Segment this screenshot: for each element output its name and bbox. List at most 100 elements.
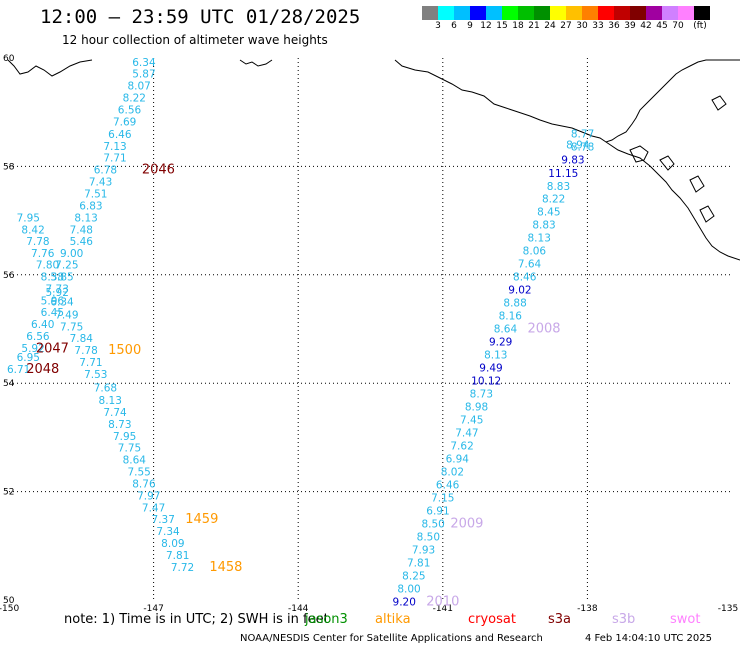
wave-height-value: 8.09: [161, 538, 184, 550]
wave-height-value: 8.25: [402, 571, 425, 583]
footer-note: note: 1) Time is in UTC; 2) SWH is in fe…: [64, 612, 329, 627]
page-title: 12:00 – 23:59 UTC 01/28/2025: [40, 6, 361, 28]
coastline-alaska: [394, 59, 740, 143]
wave-height-value: 8.64: [494, 323, 518, 335]
colorbar-tick-label: 33: [592, 21, 604, 31]
wave-height-value: 7.84: [70, 333, 94, 345]
wave-height-value: 7.74: [103, 407, 127, 419]
legend-item-swot: swot: [670, 612, 701, 627]
wave-height-value: 7.13: [103, 141, 126, 153]
wave-height-value: 5.96: [41, 295, 65, 307]
pass-time-label: 2009: [450, 517, 483, 532]
coastline-panhandle: [605, 141, 740, 261]
wave-height-value: 8.38: [41, 271, 64, 283]
wave-height-value: 7.45: [460, 415, 483, 427]
colorbar-tick-label: 18: [512, 21, 524, 31]
wave-height-value: 8.46: [513, 271, 537, 283]
colorbar-swatch: [486, 6, 502, 20]
page-subtitle: 12 hour collection of altimeter wave hei…: [62, 33, 328, 47]
wave-height-value: 7.64: [518, 258, 542, 270]
lat-tick-label: 52: [3, 488, 14, 498]
legend-item-s3a: s3a: [548, 612, 572, 627]
coastline: [7, 59, 740, 261]
wave-height-value: 6.46: [436, 480, 460, 492]
wave-height-value: 7.75: [118, 443, 141, 455]
wave-height-value: 9.49: [479, 362, 502, 374]
colorbar-tick-label: 42: [640, 21, 652, 31]
colorbar-tick-label: 39: [624, 21, 636, 31]
wave-height-value: 7.75: [60, 321, 83, 333]
colorbar-tick-label: 45: [656, 21, 668, 31]
wave-height-value: 6.71: [7, 364, 30, 376]
colorbar-labels: 3 6 9 12 15 18 21 24 27 30 33 36 39 42 45 70 (ft): [422, 21, 740, 33]
wave-height-value: 8.88: [503, 297, 526, 309]
wave-height-value: 5.92: [21, 343, 44, 355]
lon-tick-label: -147: [143, 604, 163, 614]
colorbar-swatch: [438, 6, 454, 20]
colorbar-swatch: [598, 6, 614, 20]
colorbar-swatch: [630, 6, 646, 20]
wave-height-value: 7.49: [55, 309, 78, 321]
wave-height-value: 8.13: [74, 212, 97, 224]
coastline-prince-william: [239, 59, 273, 67]
wave-height-value: 8.83: [532, 219, 555, 231]
wave-height-value: 7.47: [142, 502, 165, 514]
wave-height-value: 8.22: [542, 193, 565, 205]
wave-height-value: 8.98: [465, 402, 488, 414]
wave-height-value: 6.40: [31, 319, 54, 331]
colorbar-swatch: [646, 6, 662, 20]
wave-height-value: 8.16: [499, 310, 523, 322]
legend-item-cryosat: cryosat: [468, 612, 516, 627]
lon-tick-label: -135: [718, 604, 738, 614]
colorbar-tick-label: 12: [480, 21, 492, 31]
wave-height-value: 6.34: [132, 57, 156, 69]
wave-height-value: 7.95: [17, 212, 40, 224]
wave-height-value: 7.47: [455, 428, 478, 440]
wave-height-value: 8.13: [528, 232, 551, 244]
colorbar-tick-label: 9: [467, 21, 473, 31]
lat-tick-label: 58: [3, 162, 15, 172]
coastline-islands: [629, 95, 727, 223]
colorbar: [422, 6, 710, 20]
wave-height-value: 8.73: [470, 388, 493, 400]
colorbar-swatch: [694, 6, 710, 20]
wave-height-value: 5.92: [46, 287, 69, 299]
wave-height-value: 5.85: [50, 271, 73, 283]
wave-height-value: 6.56: [118, 104, 142, 116]
colorbar-swatch: [422, 6, 438, 20]
axis-labels: -150 -147 -144 -141 -138 -135 60 58 56 54 52 50: [0, 54, 738, 614]
wave-height-value: 7.53: [84, 369, 107, 381]
colorbar-tick-label: 15: [496, 21, 508, 31]
wave-height-value: 8.42: [21, 224, 44, 236]
wave-height-value: 7.78: [74, 345, 97, 357]
wave-height-value: 8.50: [421, 519, 444, 531]
lon-tick-label: -150: [0, 604, 19, 614]
wave-height-value: 8.76: [132, 478, 156, 490]
wave-height-value: 7.81: [166, 550, 189, 562]
legend-item-s3b: s3b: [612, 612, 636, 627]
wave-height-value: 7.78: [26, 236, 49, 248]
generated-timestamp: 4 Feb 14:04:10 UTC 2025: [585, 633, 712, 644]
wave-height-value: 8.13: [99, 395, 122, 407]
wave-height-value: 7.71: [103, 153, 126, 165]
wave-height-value: 7.93: [412, 545, 435, 557]
wave-height-value: 6.78: [94, 165, 117, 177]
wave-height-value: 6.95: [17, 352, 40, 364]
pass-time-label: 2046: [142, 163, 175, 178]
wave-height-value: 7.62: [450, 441, 473, 453]
wave-height-value: 8.50: [417, 532, 440, 544]
wave-height-value: 9.29: [489, 336, 512, 348]
wave-height-value: 5.87: [132, 69, 155, 81]
wave-height-value: 7.43: [89, 177, 112, 189]
colorbar-swatch: [566, 6, 582, 20]
wave-height-value: 7.68: [94, 383, 117, 395]
wave-height-value: 7.80: [36, 260, 59, 272]
wave-height-value: 9.02: [508, 284, 531, 296]
colorbar-swatch: [534, 6, 550, 20]
wave-height-value: 8.77: [571, 128, 594, 140]
wave-height-value: 7.15: [431, 493, 454, 505]
colorbar-tick-label: 6: [451, 21, 457, 31]
wave-height-value: 7.81: [407, 558, 430, 570]
lat-tick-label: 60: [3, 54, 15, 64]
